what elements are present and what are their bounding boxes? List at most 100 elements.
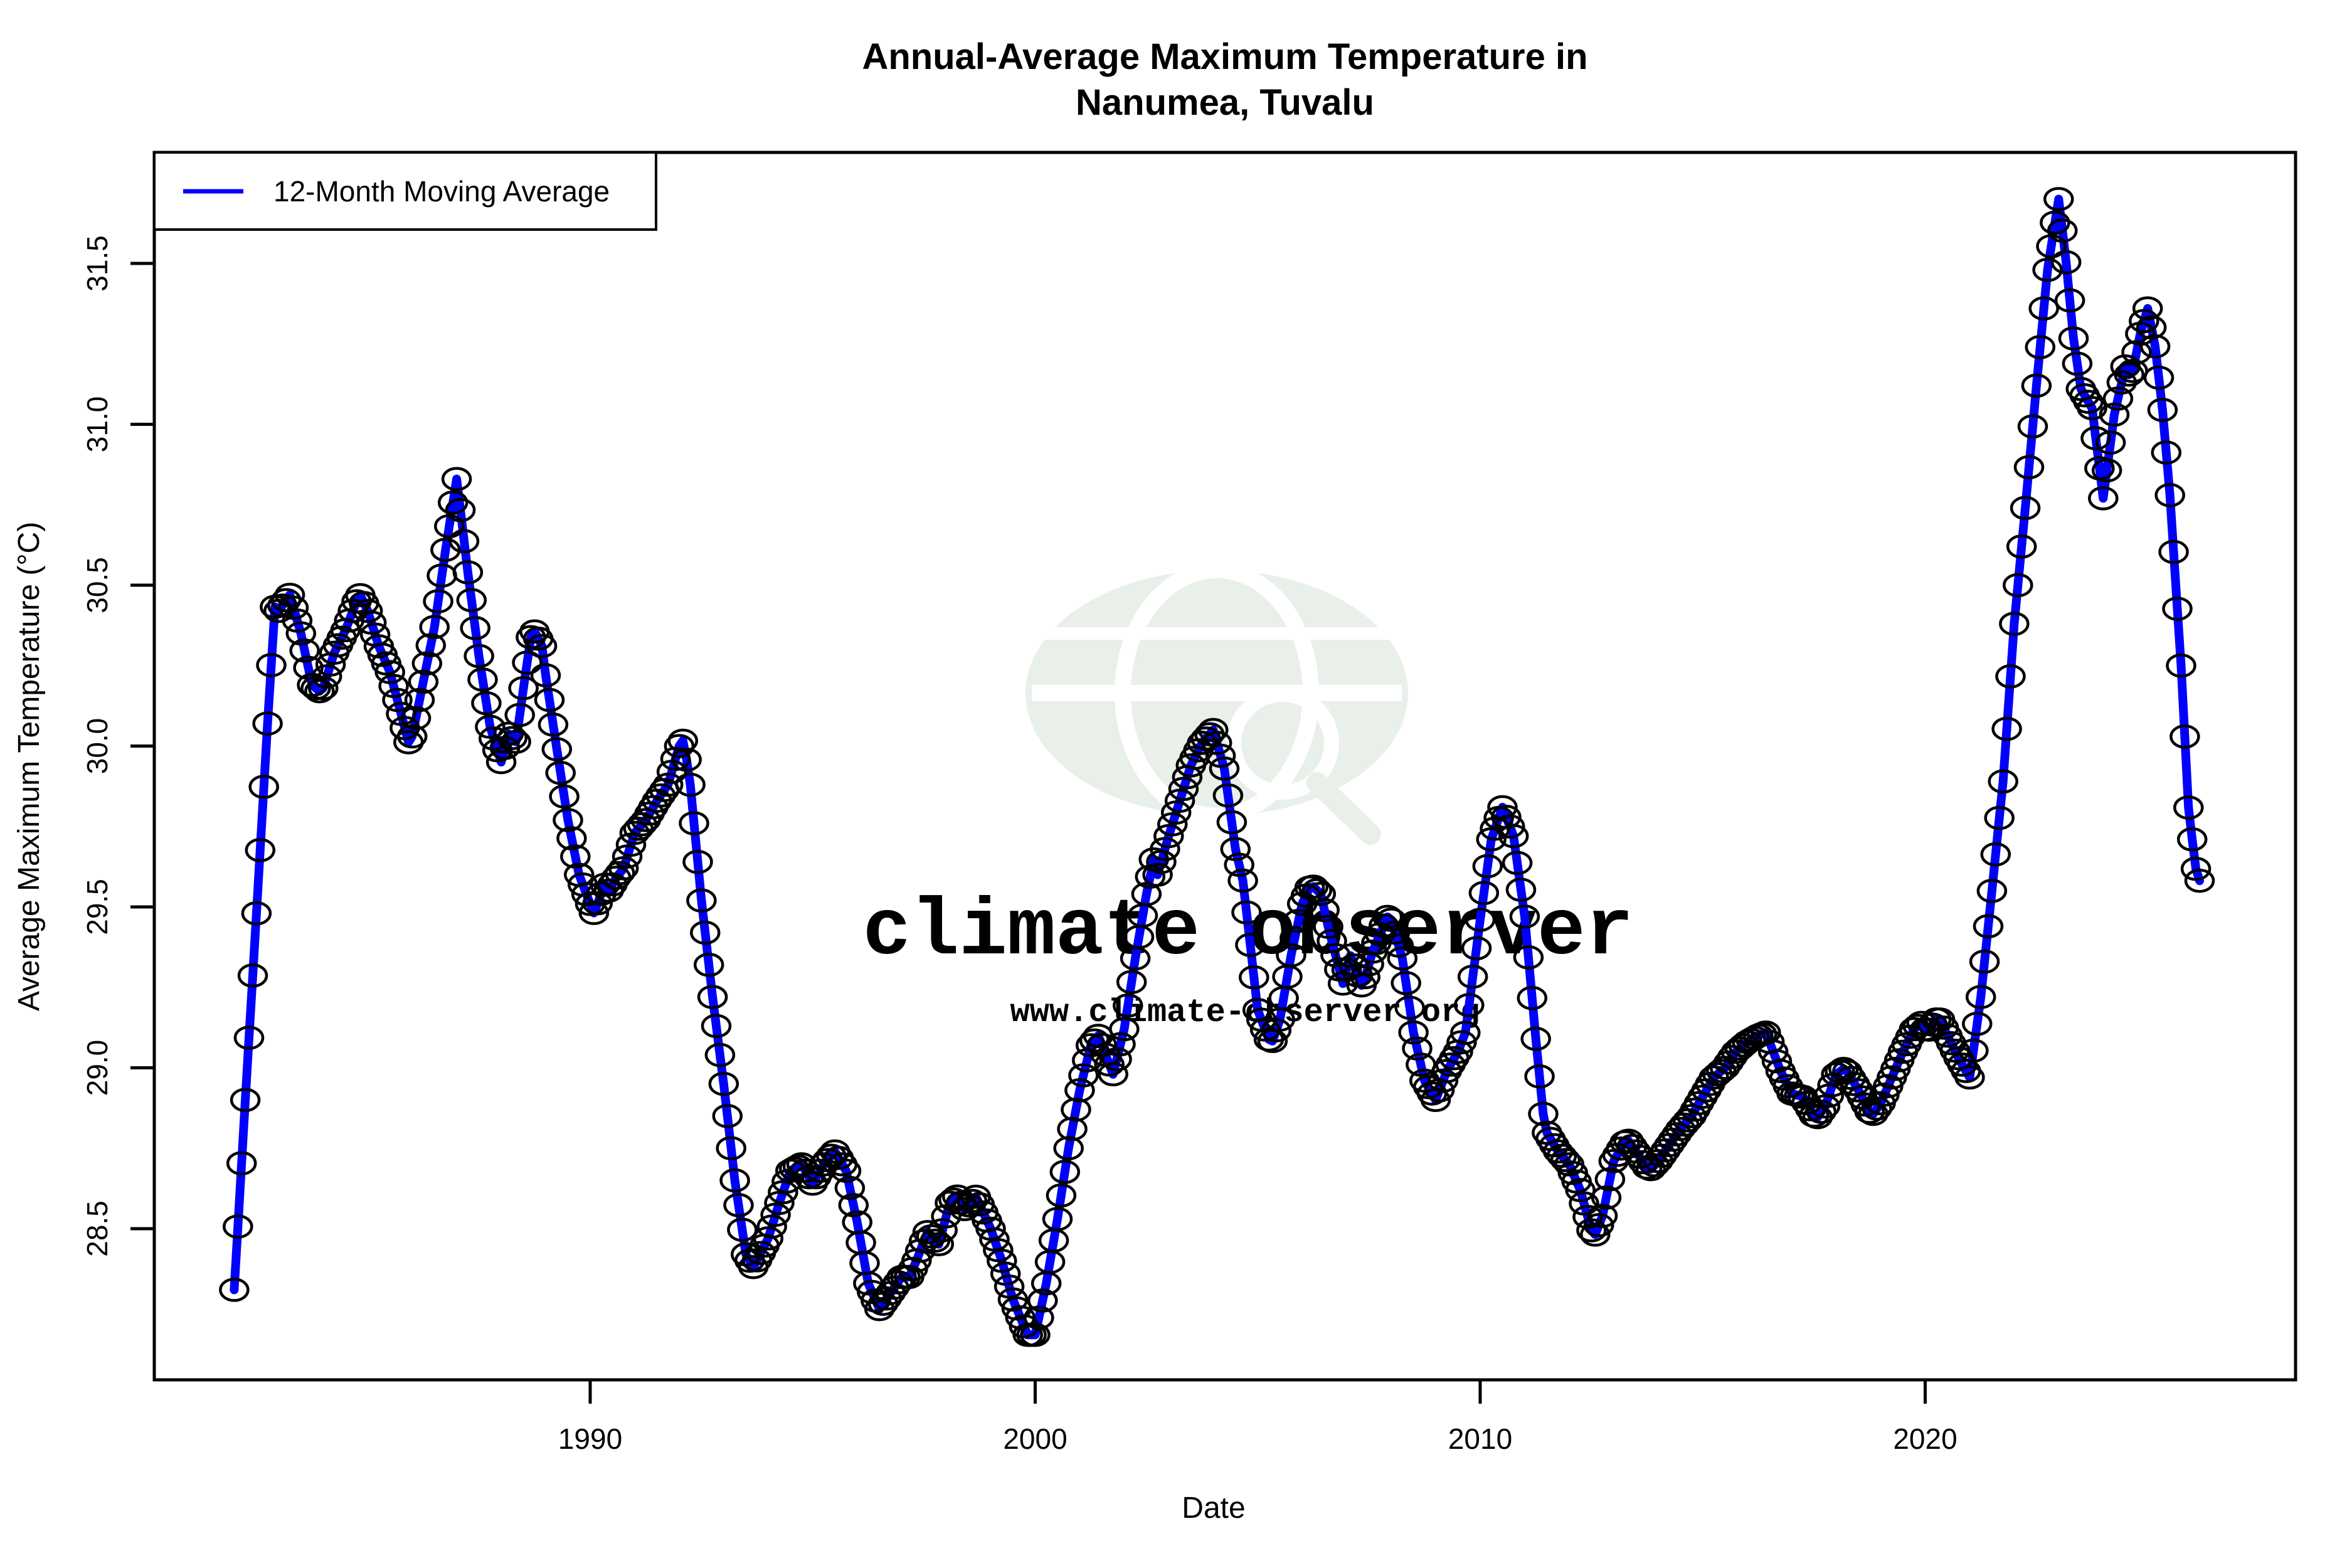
data-point-marker xyxy=(830,1158,862,1183)
data-point-marker xyxy=(534,687,565,712)
data-point-marker xyxy=(2003,573,2033,598)
data-point-marker xyxy=(538,712,569,737)
data-point-marker xyxy=(1160,800,1192,825)
data-point-marker xyxy=(2143,365,2175,390)
data-point-marker xyxy=(1372,904,1403,930)
data-point-marker xyxy=(1053,1136,1084,1161)
data-point-marker xyxy=(2147,398,2178,422)
data-point-marker xyxy=(1391,971,1421,995)
data-point-marker xyxy=(2121,340,2152,364)
data-point-marker xyxy=(2176,827,2208,852)
data-point-marker xyxy=(1965,985,1996,1009)
data-point-marker xyxy=(671,747,702,772)
data-point-marker xyxy=(923,1232,955,1257)
data-point-marker xyxy=(1954,1065,1985,1090)
data-point-marker xyxy=(289,638,320,663)
data-point-marker xyxy=(270,588,302,613)
data-point-marker xyxy=(2080,426,2111,450)
data-point-marker xyxy=(1235,933,1266,957)
data-point-marker xyxy=(1465,908,1496,932)
data-point-marker xyxy=(690,920,721,945)
data-point-marker xyxy=(979,1227,1010,1252)
y-axis-label: Average Maximum Temperature (°C) xyxy=(13,522,46,1011)
data-point-marker xyxy=(1517,986,1548,1010)
data-point-marker xyxy=(1198,718,1229,743)
data-point-marker xyxy=(2099,402,2130,427)
data-point-marker xyxy=(1131,882,1162,906)
data-point-marker xyxy=(485,750,517,775)
x-axis-label: Date xyxy=(1182,1491,1245,1525)
data-point-marker xyxy=(1394,995,1425,1020)
data-point-marker xyxy=(256,653,287,677)
legend-box xyxy=(153,151,657,231)
data-point-marker xyxy=(337,598,368,623)
data-point-marker xyxy=(1276,943,1306,968)
data-point-marker xyxy=(304,679,335,704)
data-point-marker xyxy=(1216,810,1248,835)
data-point-marker xyxy=(1991,716,2022,741)
data-point-marker xyxy=(2047,218,2078,243)
data-point-marker xyxy=(219,1278,250,1302)
data-point-marker xyxy=(1261,1018,1292,1042)
data-point-marker xyxy=(396,724,428,749)
data-point-marker xyxy=(1153,824,1184,849)
data-point-marker xyxy=(2129,309,2159,334)
data-point-marker xyxy=(475,714,506,739)
data-point-marker xyxy=(1446,1030,1477,1055)
data-point-marker xyxy=(760,1202,791,1227)
data-point-marker xyxy=(1227,868,1258,893)
data-point-marker xyxy=(356,610,387,635)
data-point-marker xyxy=(1976,879,2008,903)
data-point-marker xyxy=(252,711,283,736)
data-point-marker xyxy=(501,729,531,754)
data-point-marker xyxy=(2013,455,2045,480)
data-point-marker xyxy=(2114,363,2144,387)
data-point-marker xyxy=(768,1180,798,1205)
magnifier-lens xyxy=(1226,687,1339,800)
data-point-marker xyxy=(556,826,587,850)
data-point-marker xyxy=(278,595,309,620)
data-point-marker xyxy=(1375,908,1407,932)
data-point-marker xyxy=(1398,1020,1429,1045)
data-point-marker xyxy=(2166,653,2196,678)
data-point-marker xyxy=(1257,1029,1288,1054)
data-point-marker xyxy=(712,1104,743,1128)
data-point-marker xyxy=(1428,1068,1459,1093)
data-point-marker xyxy=(497,726,528,750)
data-point-marker xyxy=(282,608,313,633)
data-point-marker xyxy=(993,1274,1025,1299)
data-point-marker xyxy=(704,1042,736,1067)
data-point-marker xyxy=(526,633,558,659)
data-point-marker xyxy=(2136,315,2167,340)
data-point-marker xyxy=(693,953,724,977)
data-point-marker xyxy=(612,844,643,869)
data-point-marker xyxy=(1576,1218,1607,1242)
data-point-marker xyxy=(233,1025,265,1050)
data-point-marker xyxy=(437,490,469,515)
data-point-marker xyxy=(708,1071,739,1096)
data-point-marker xyxy=(549,784,580,809)
data-point-marker xyxy=(1565,1178,1596,1202)
data-point-marker xyxy=(1168,776,1199,802)
data-point-marker xyxy=(1209,756,1240,781)
data-point-marker xyxy=(545,760,576,785)
data-point-marker xyxy=(530,663,561,687)
chart-title-line2: Nanumea, Tuvalu xyxy=(1076,82,1374,123)
data-point-marker xyxy=(452,560,484,585)
data-point-marker xyxy=(2132,296,2163,321)
data-point-marker xyxy=(1094,1052,1125,1077)
plot-area-border xyxy=(152,151,2297,1382)
data-point-marker xyxy=(352,598,383,623)
data-point-marker xyxy=(1116,970,1147,994)
data-point-marker xyxy=(1809,1094,1841,1119)
data-point-marker xyxy=(608,856,639,881)
data-point-marker xyxy=(667,728,699,753)
data-point-marker xyxy=(987,1249,1017,1273)
data-point-marker xyxy=(241,901,272,926)
data-point-marker xyxy=(285,621,317,646)
legend-label: 12-Month Moving Average xyxy=(273,175,610,208)
data-point-marker xyxy=(1020,1323,1051,1347)
data-point-marker xyxy=(1454,993,1485,1017)
data-point-marker xyxy=(1049,1160,1081,1184)
data-point-marker xyxy=(605,861,635,886)
